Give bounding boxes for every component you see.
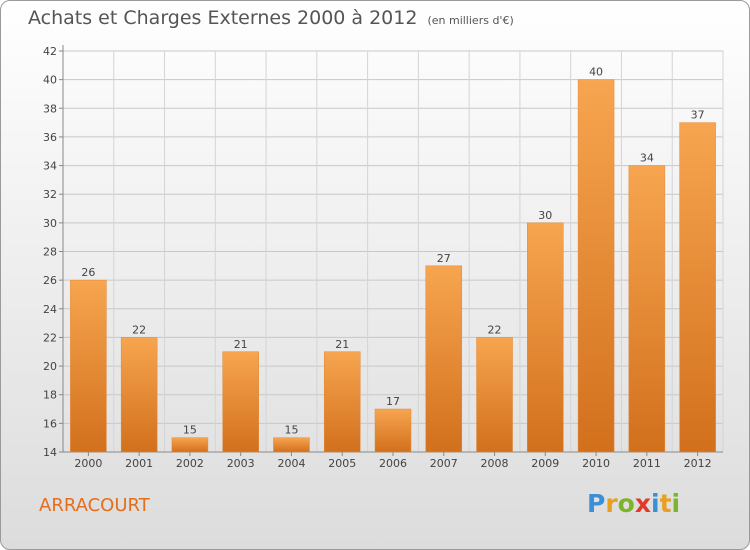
x-tick-label: 2004 [277, 457, 305, 470]
x-tick-label: 2011 [633, 457, 661, 470]
bar [577, 79, 615, 453]
bar-value-label: 40 [589, 66, 603, 79]
bar [374, 408, 412, 453]
logo-letter: t [659, 489, 672, 518]
bar [323, 351, 361, 453]
bar [679, 122, 716, 453]
title-row: Achats et Charges Externes 2000 à 2012 (e… [28, 7, 514, 29]
bar [628, 165, 666, 453]
y-tick-label: 18 [43, 389, 57, 402]
commune-name: ARRACOURT [39, 495, 150, 516]
proxiti-logo[interactable]: Proxiti [587, 489, 680, 518]
y-tick-label: 42 [43, 45, 57, 58]
x-tick-label: 2001 [125, 457, 153, 470]
bar-value-label: 37 [691, 109, 705, 122]
bar-value-label: 22 [132, 323, 146, 336]
bar [222, 351, 259, 453]
y-tick-label: 16 [43, 417, 57, 430]
bar [120, 337, 158, 453]
x-tick-label: 2008 [481, 457, 509, 470]
y-tick-label: 28 [43, 246, 57, 259]
bar-value-label: 21 [234, 338, 248, 351]
bar-value-label: 34 [640, 152, 654, 165]
x-tick-label: 2009 [531, 457, 559, 470]
chart-subtitle: (en milliers d'€) [427, 14, 514, 27]
bar [171, 437, 209, 453]
y-tick-label: 36 [43, 131, 57, 144]
y-tick-label: 20 [43, 360, 57, 373]
labels: 14 16 18 20 22 24 26 28 30 32 34 36 38 40 42 26 2000 22 20… [43, 45, 712, 470]
x-tick-label: 2002 [176, 457, 204, 470]
bar-value-label: 17 [386, 395, 400, 408]
x-tick-label: 2000 [74, 457, 102, 470]
logo-letter: r [605, 489, 618, 518]
bars [70, 79, 716, 453]
bar-value-label: 26 [81, 266, 95, 279]
x-tick-label: 2006 [379, 457, 407, 470]
x-tick-label: 2010 [582, 457, 610, 470]
x-tick-label: 2003 [227, 457, 255, 470]
y-tick-label: 32 [43, 188, 57, 201]
y-tick-label: 22 [43, 331, 57, 344]
bar-value-label: 21 [335, 338, 349, 351]
logo-letter: i [651, 489, 660, 518]
bar [70, 279, 107, 453]
logo-letter: x [634, 489, 651, 518]
chart-title: Achats et Charges Externes 2000 à 2012 [28, 7, 418, 29]
x-tick-label: 2005 [328, 457, 356, 470]
bar [425, 265, 463, 453]
bar-value-label: 15 [183, 424, 197, 437]
logo-letter: P [587, 489, 606, 518]
y-tick-label: 26 [43, 274, 57, 287]
bar-value-label: 30 [538, 209, 552, 222]
y-tick-label: 34 [43, 160, 57, 173]
y-tick-label: 40 [43, 74, 57, 87]
x-tick-label: 2012 [684, 457, 712, 470]
y-tick-label: 30 [43, 217, 57, 230]
y-tick-label: 14 [43, 446, 57, 459]
x-tick-label: 2007 [430, 457, 458, 470]
bar-value-label: 27 [437, 252, 451, 265]
bar [476, 337, 513, 453]
bar [527, 222, 564, 453]
logo-letter: i [671, 489, 681, 518]
logo-letter: o [617, 489, 635, 518]
y-tick-label: 38 [43, 102, 57, 115]
y-tick-label: 24 [43, 303, 57, 316]
bar-value-label: 22 [488, 323, 502, 336]
bar [273, 437, 310, 453]
bar-value-label: 15 [284, 424, 298, 437]
grid-lines [62, 50, 724, 453]
